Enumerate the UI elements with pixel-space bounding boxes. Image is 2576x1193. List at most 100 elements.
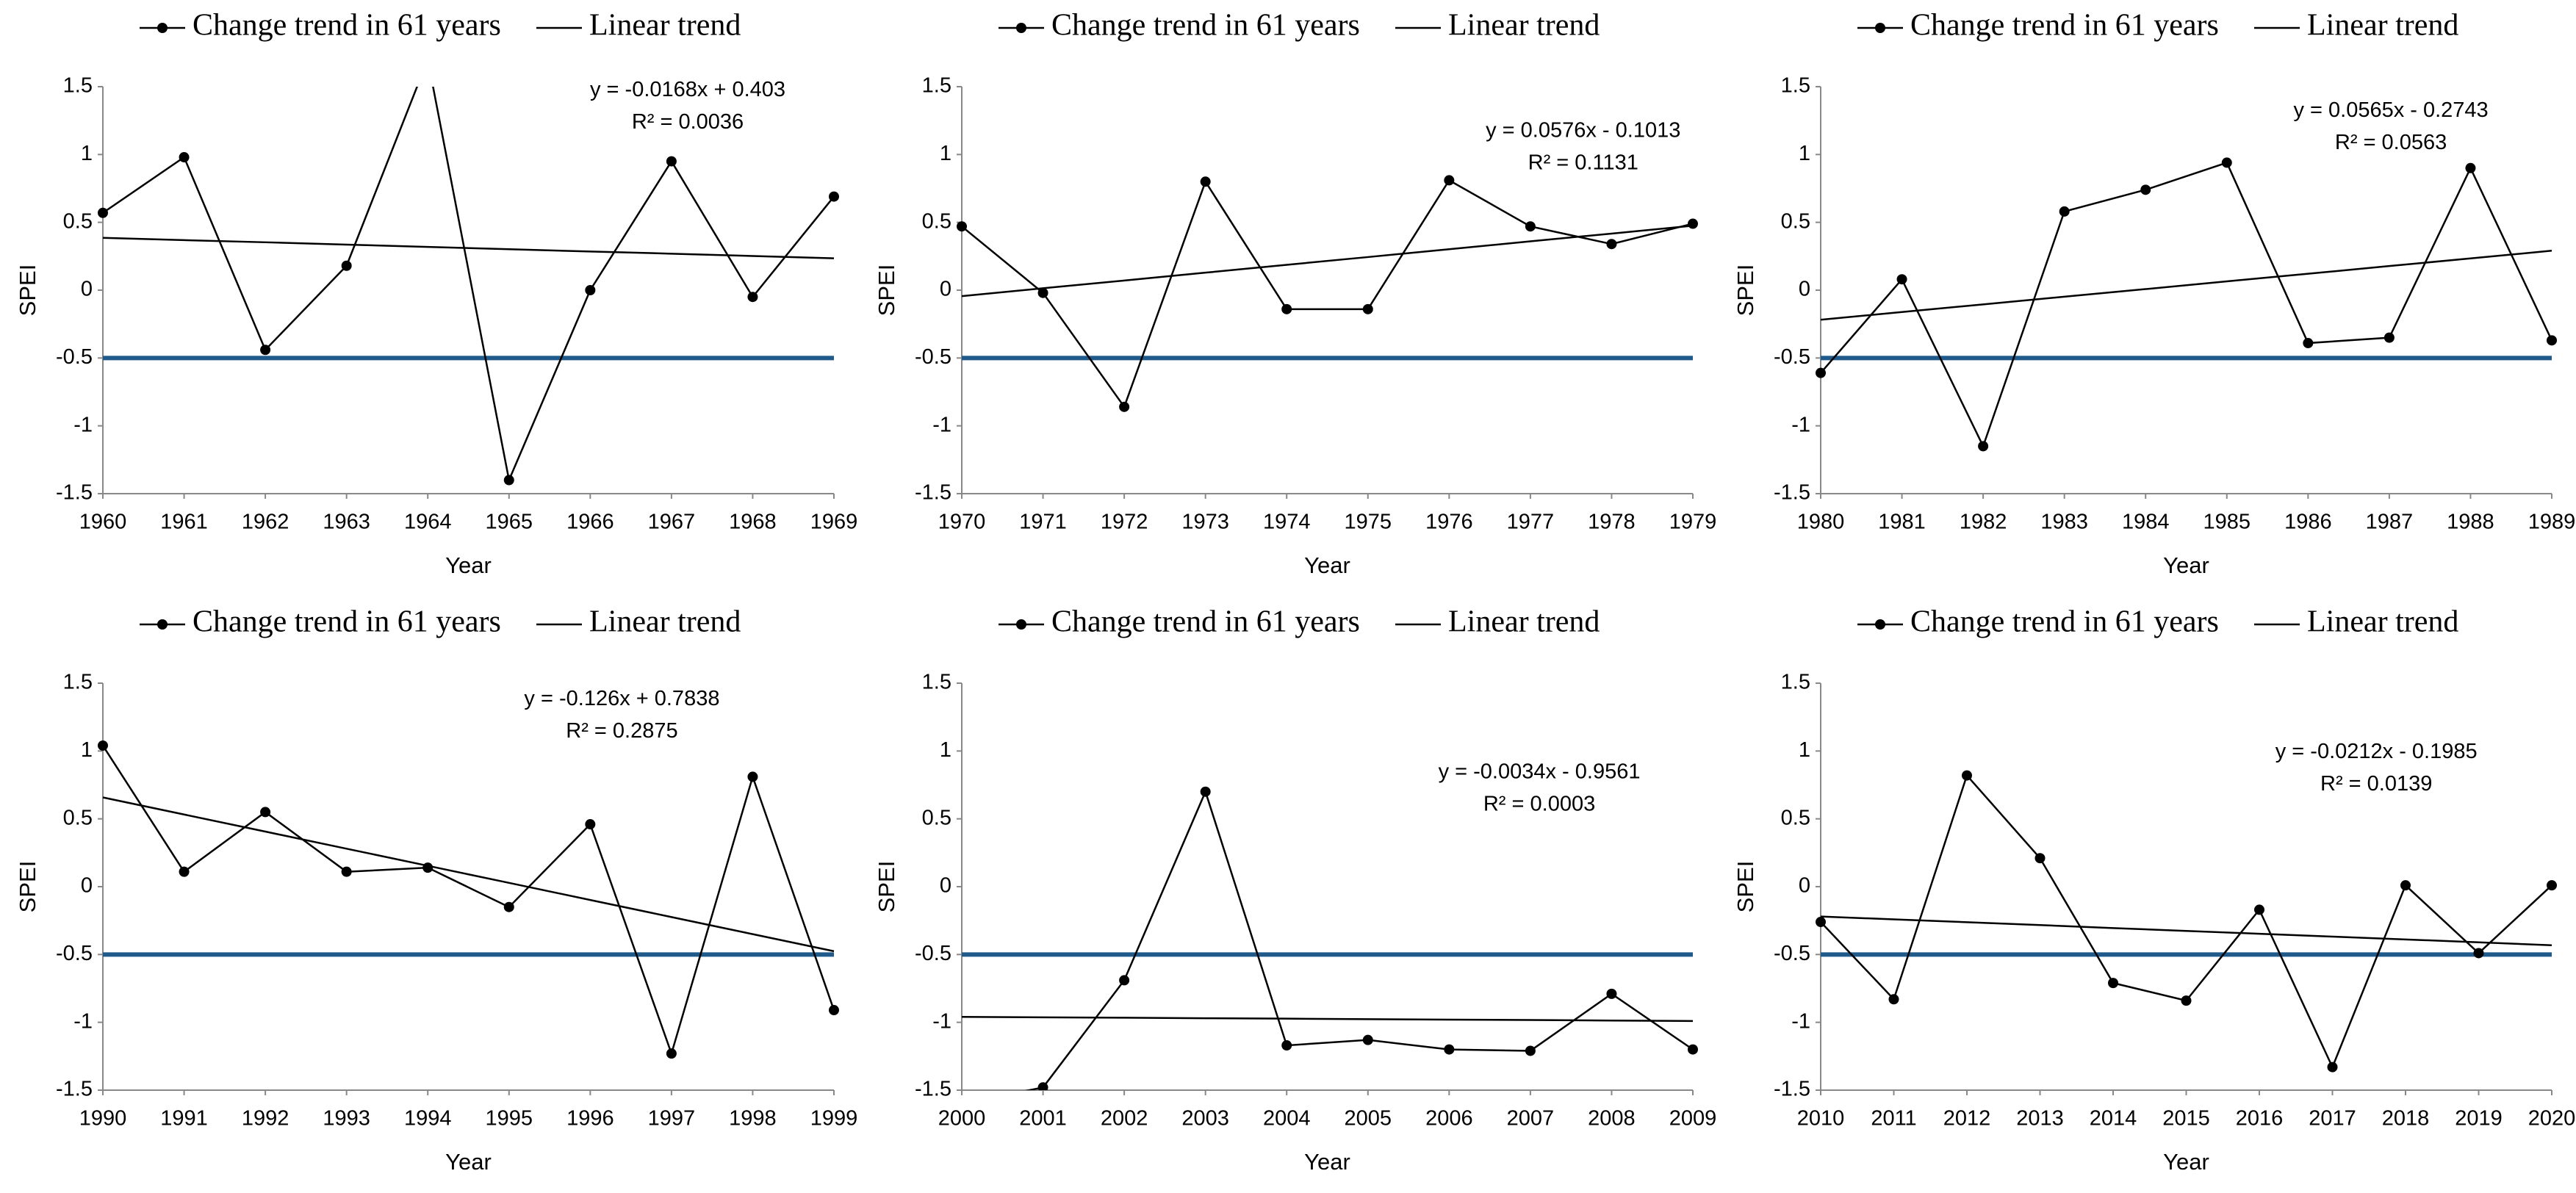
x-tick-label: 1960 [79, 511, 127, 534]
x-tick-label: 2019 [2455, 1107, 2503, 1131]
legend-label: Linear trend [2307, 9, 2458, 43]
data-point [1962, 770, 1972, 781]
data-point [2547, 880, 2557, 891]
x-tick-label: 2007 [1507, 1107, 1555, 1131]
data-point [2034, 853, 2046, 864]
x-tick-label: 1987 [2366, 511, 2414, 534]
y-tick-label: -1.5 [1774, 481, 1810, 505]
legend-label: Change trend in 61 years [193, 9, 501, 43]
data-point [1888, 994, 1899, 1005]
data-point [2327, 1062, 2338, 1073]
data-point [2303, 338, 2314, 349]
x-tick-label: 2011 [1871, 1107, 1916, 1131]
y-tick-label: -0.5 [915, 345, 951, 369]
data-point [829, 1005, 839, 1016]
data-point [1444, 175, 1455, 186]
x-tick-label: 1964 [404, 511, 452, 534]
data-point [1362, 1034, 1373, 1045]
x-tick-label: 1994 [404, 1107, 452, 1131]
annotation: R² = 0.0036 [632, 110, 744, 134]
x-tick-label: 2016 [2236, 1107, 2284, 1131]
series-line [1024, 789, 1694, 1090]
legend-label: Linear trend [1448, 9, 1600, 43]
x-tick-label: 1966 [566, 511, 614, 534]
x-axis-title: Year [1304, 552, 1350, 578]
series-line [102, 796, 835, 953]
x-tick-label: 1963 [323, 511, 370, 534]
x-tick-label: 1972 [1101, 511, 1148, 534]
legend-label: Change trend in 61 years [193, 605, 501, 639]
y-tick-label: 1.5 [922, 671, 951, 694]
x-tick-label: 2000 [938, 1107, 986, 1131]
data-point [1525, 221, 1536, 232]
x-tick-label: 1979 [1669, 511, 1717, 534]
y-tick-label: -1 [1791, 413, 1810, 436]
data-point [2140, 184, 2151, 195]
y-tick-label: -1 [932, 413, 951, 436]
x-tick-label: 1976 [1425, 511, 1473, 534]
y-tick-label: 1 [940, 142, 951, 165]
y-axis-title: SPEI [15, 264, 40, 317]
x-tick-label: 1968 [729, 511, 777, 534]
annotation: y = -0.126x + 0.7838 [524, 687, 719, 710]
data-point [1816, 917, 1826, 928]
x-tick-label: 1986 [2284, 511, 2332, 534]
annotation: y = -0.0034x - 0.9561 [1439, 760, 1641, 784]
legend-label: Linear trend [2307, 605, 2458, 639]
y-tick-label: 1.5 [922, 74, 951, 98]
x-tick-label: 1989 [2528, 511, 2576, 534]
legend-marker [157, 619, 168, 630]
data-point [585, 285, 596, 295]
plot [1816, 157, 2557, 452]
data-point [2254, 904, 2264, 915]
data-point [666, 156, 677, 167]
y-axis-title: SPEI [874, 861, 899, 913]
panel: -1.5 -1 -0.5 0 0.5 1 1.5 1990 1991 1992 1993 1994 19… [15, 605, 857, 1175]
data-point [179, 152, 190, 163]
x-tick-label: 1977 [1507, 511, 1555, 534]
data-point [2059, 206, 2070, 217]
x-tick-label: 1967 [648, 511, 696, 534]
x-tick-label: 1969 [810, 511, 858, 534]
data-point [1281, 303, 1292, 314]
panel: -1.5 -1 -0.5 0 0.5 1 1.5 2010 2011 2012 2013 2014 20… [1733, 605, 2575, 1175]
x-tick-label: 1998 [729, 1107, 777, 1131]
data-point [666, 1048, 677, 1059]
x-tick-label: 2018 [2382, 1107, 2430, 1131]
x-tick-label: 1991 [160, 1107, 208, 1131]
data-point [1606, 239, 1617, 250]
panel: -1.5 -1 -0.5 0 0.5 1 1.5 1980 1981 1982 1983 1984 19… [1733, 9, 2575, 579]
y-axis-title: SPEI [1733, 861, 1758, 913]
y-tick-label: 1 [940, 738, 951, 762]
y-tick-label: -0.5 [1774, 942, 1810, 965]
data-point [1688, 218, 1698, 229]
data-point [1037, 287, 1048, 298]
legend-label: Change trend in 61 years [1910, 9, 2219, 43]
plot [1816, 770, 2557, 1073]
x-tick-label: 2005 [1345, 1107, 1392, 1131]
series-line [961, 1016, 1694, 1023]
data-point [179, 866, 190, 877]
x-tick-label: 2003 [1181, 1107, 1229, 1131]
y-tick-label: 1.5 [1781, 671, 1810, 694]
data-point [1119, 401, 1130, 412]
y-tick-label: 0.5 [63, 806, 93, 829]
y-tick-label: 0 [940, 874, 951, 898]
data-point [1978, 441, 1989, 452]
plot [98, 740, 839, 1059]
series-line [1820, 915, 2552, 947]
data-point [260, 345, 271, 356]
x-tick-label: 2013 [2016, 1107, 2064, 1131]
data-point [341, 260, 352, 271]
x-tick-label: 1971 [1019, 511, 1067, 534]
x-tick-label: 2010 [1797, 1107, 1845, 1131]
data-point [503, 901, 514, 912]
data-point [829, 191, 839, 202]
y-tick-label: -1 [932, 1009, 951, 1033]
x-tick-label: 1975 [1345, 511, 1392, 534]
x-tick-label: 1988 [2447, 511, 2494, 534]
data-point [2547, 335, 2557, 346]
data-point [2465, 162, 2476, 173]
legend-label: Linear trend [589, 9, 741, 43]
